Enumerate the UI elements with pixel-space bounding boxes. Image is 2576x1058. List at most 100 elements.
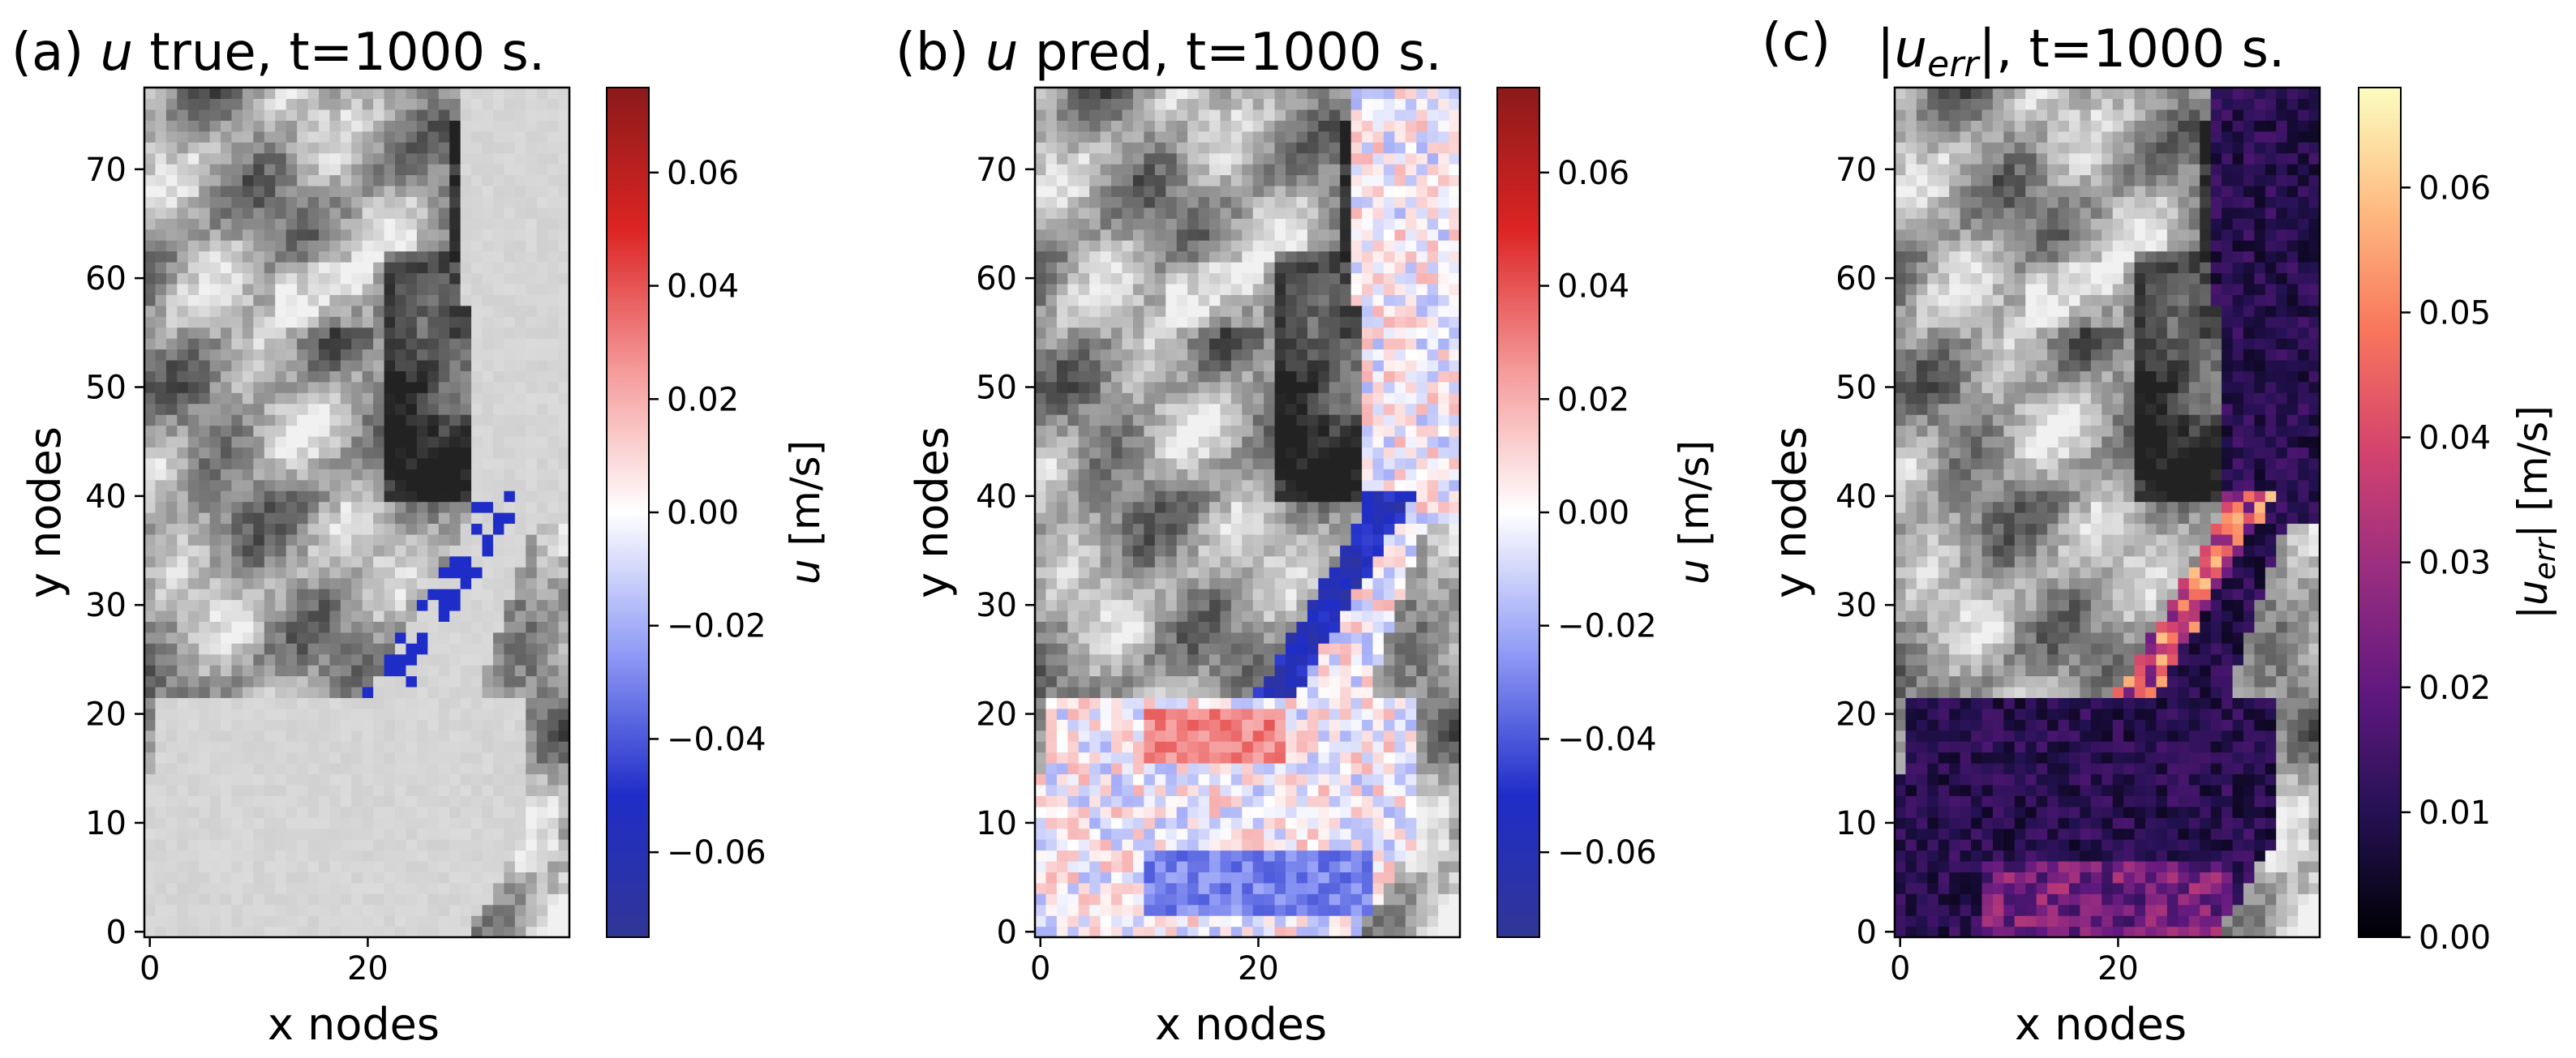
heatmap-cell: [318, 425, 331, 437]
heatmap-cell: [1405, 708, 1417, 720]
heatmap-cell: [460, 152, 472, 165]
heatmap-cell: [221, 229, 233, 241]
colorbar-tick-label: 0.00: [667, 495, 739, 532]
heatmap-cell: [438, 98, 450, 110]
heatmap-cell: [199, 763, 211, 775]
heatmap-cell: [155, 708, 167, 720]
colorbar-tick-label: 0.04: [667, 268, 739, 306]
heatmap-cell: [460, 523, 472, 535]
heatmap-cell: [297, 359, 309, 371]
heatmap-cell: [1166, 533, 1178, 546]
heatmap-cell: [384, 207, 396, 219]
heatmap-cell: [231, 545, 243, 557]
heatmap-cell: [1362, 926, 1374, 938]
heatmap-cell: [362, 251, 374, 263]
heatmap-cell: [165, 469, 178, 481]
heatmap-cell: [307, 120, 320, 132]
heatmap-cell: [144, 872, 157, 884]
heatmap-cell: [1144, 784, 1156, 796]
heatmap-cell: [231, 632, 243, 644]
heatmap-cell: [406, 218, 418, 230]
heatmap-cell: [1144, 817, 1156, 829]
heatmap-cell: [471, 817, 483, 829]
heatmap-cell: [492, 435, 504, 448]
heatmap-cell: [373, 860, 385, 872]
heatmap-cell: [1100, 926, 1112, 938]
heatmap-cell: [318, 512, 331, 525]
heatmap-cell: [1318, 806, 1330, 818]
heatmap-cell: [406, 207, 418, 219]
heatmap-cell: [1449, 795, 1461, 807]
heatmap-cell: [492, 872, 504, 884]
heatmap-cell: [1307, 686, 1319, 699]
heatmap-cell: [221, 577, 233, 589]
heatmap-cell: [1056, 806, 1068, 818]
heatmap-cell: [242, 152, 254, 165]
heatmap-cell: [307, 349, 320, 361]
heatmap-cell: [329, 109, 341, 121]
heatmap-cell: [514, 545, 526, 557]
heatmap-cell: [318, 229, 331, 241]
heatmap-cell: [221, 621, 233, 633]
heatmap-cell: [1230, 686, 1243, 699]
heatmap-cell: [1296, 577, 1308, 589]
heatmap-cell: [449, 872, 462, 884]
heatmap-cell: [373, 784, 385, 796]
heatmap-cell: [1329, 447, 1341, 459]
heatmap-cell: [1394, 425, 1406, 437]
heatmap-cell: [471, 839, 483, 851]
heatmap-cell: [449, 915, 462, 927]
heatmap-cell: [199, 904, 211, 916]
heatmap-cell: [275, 501, 287, 513]
heatmap-cell: [427, 251, 440, 263]
heatmap-cell: [286, 763, 298, 775]
heatmap-cell: [1340, 555, 1352, 568]
heatmap-cell: [231, 621, 243, 633]
heatmap-cell: [307, 196, 320, 208]
heatmap-cell: [536, 371, 548, 383]
heatmap-cell: [1383, 447, 1395, 459]
heatmap-cell: [1329, 915, 1341, 927]
heatmap-cell: [1264, 915, 1276, 927]
heatmap-cell: [1416, 545, 1428, 557]
heatmap-cell: [1362, 839, 1374, 851]
heatmap-cell: [1372, 567, 1385, 579]
heatmap-cell: [373, 316, 385, 328]
heatmap-cell: [558, 555, 570, 568]
heatmap-cell: [318, 730, 331, 742]
heatmap-cell: [286, 251, 298, 263]
heatmap-cell: [547, 457, 560, 469]
heatmap-cell: [1307, 806, 1319, 818]
heatmap-cell: [449, 207, 462, 219]
heatmap-cell: [253, 904, 265, 916]
heatmap-cell: [1111, 621, 1123, 633]
heatmap-cell: [351, 185, 363, 197]
heatmap-cell: [1089, 686, 1101, 699]
heatmap-cell: [199, 251, 211, 263]
heatmap-cell: [177, 577, 189, 589]
heatmap-cell: [1252, 872, 1264, 884]
heatmap-cell: [1122, 795, 1134, 807]
heatmap-cell: [1274, 882, 1286, 894]
heatmap-cell: [221, 174, 233, 186]
heatmap-cell: [416, 850, 428, 862]
heatmap-cell: [144, 414, 157, 426]
heatmap-cell: [395, 359, 407, 371]
heatmap-cell: [536, 567, 548, 579]
heatmap-cell: [406, 185, 418, 197]
heatmap-cell: [504, 653, 516, 666]
heatmap-cell: [1329, 435, 1341, 448]
heatmap-cell: [1035, 545, 1047, 557]
heatmap-cell: [1122, 403, 1134, 415]
heatmap-cell: [427, 229, 440, 241]
heatmap-cell: [471, 577, 483, 589]
heatmap-cell: [526, 261, 538, 274]
heatmap-cell: [1089, 719, 1101, 731]
heatmap-cell: [351, 305, 363, 317]
heatmap-cell: [264, 98, 276, 110]
heatmap-cell: [165, 88, 178, 100]
heatmap-cell: [438, 643, 450, 655]
heatmap-cell: [1209, 752, 1221, 764]
heatmap-cell: [340, 338, 352, 350]
heatmap-cell: [1056, 653, 1068, 666]
